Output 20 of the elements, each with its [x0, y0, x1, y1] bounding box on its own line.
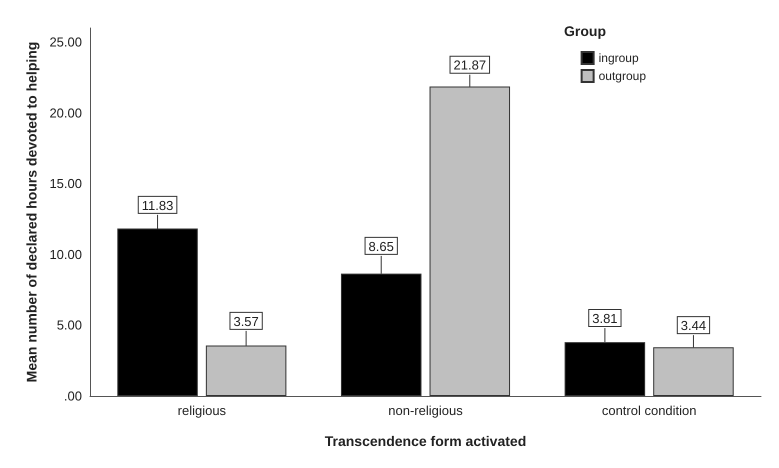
data-label: 8.65 — [368, 238, 394, 254]
data-label: 11.83 — [142, 198, 174, 213]
y-tick-label: 20.00 — [49, 105, 82, 120]
data-label: 21.87 — [454, 58, 486, 73]
legend-title: Group — [564, 23, 606, 39]
legend-label: ingroup — [598, 51, 639, 65]
y-tick-label: 5.00 — [56, 318, 82, 333]
y-tick-label: 15.00 — [49, 176, 82, 192]
legend-label: outgroup — [598, 69, 646, 83]
y-tick-label: .00 — [64, 388, 82, 404]
y-tick-label: 25.00 — [49, 34, 82, 50]
y-axis-title: Mean number of declared hours devoted to helping — [24, 42, 40, 382]
x-tick-label: non-religious — [388, 403, 464, 418]
data-label: 3.44 — [680, 318, 706, 334]
x-axis-title: Transcendence form activated — [324, 433, 526, 449]
data-label: 3.57 — [233, 314, 259, 329]
x-tick-label: control condition — [602, 403, 697, 418]
y-tick-label: 10.00 — [49, 246, 82, 262]
x-tick-label: religious — [178, 403, 227, 418]
data-label: 3.81 — [592, 311, 618, 326]
